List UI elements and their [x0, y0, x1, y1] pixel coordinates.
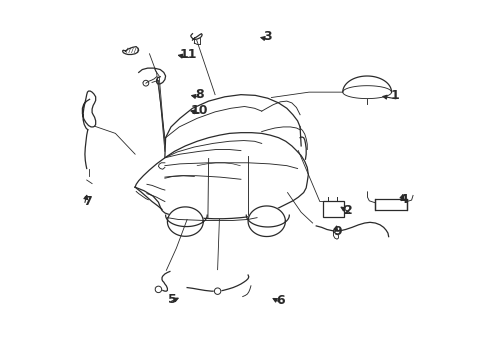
- Polygon shape: [247, 206, 285, 237]
- Text: 10: 10: [190, 104, 207, 117]
- Text: 2: 2: [344, 204, 352, 217]
- Text: 6: 6: [276, 294, 284, 307]
- Text: 4: 4: [399, 193, 407, 206]
- Text: 3: 3: [263, 30, 271, 43]
- Polygon shape: [167, 207, 203, 236]
- Text: 1: 1: [390, 89, 399, 102]
- Polygon shape: [122, 46, 139, 54]
- Text: 11: 11: [179, 48, 197, 61]
- Circle shape: [214, 288, 221, 294]
- Bar: [374, 199, 406, 210]
- Polygon shape: [190, 34, 202, 40]
- Text: 9: 9: [333, 225, 341, 238]
- Bar: [322, 201, 344, 217]
- Polygon shape: [342, 76, 391, 92]
- Text: 8: 8: [195, 88, 203, 101]
- Circle shape: [142, 80, 148, 86]
- Polygon shape: [135, 133, 308, 219]
- Circle shape: [155, 286, 162, 293]
- Text: 7: 7: [83, 195, 92, 208]
- Text: 5: 5: [167, 293, 176, 306]
